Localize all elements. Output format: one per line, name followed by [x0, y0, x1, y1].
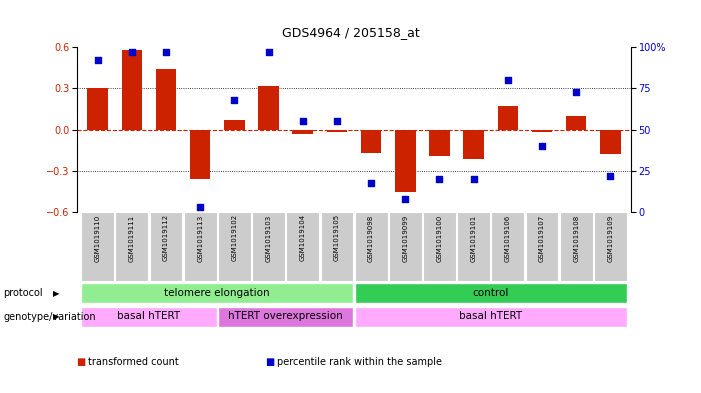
Point	[92, 57, 103, 64]
Text: control: control	[472, 288, 509, 298]
Text: GSM1019108: GSM1019108	[573, 214, 579, 261]
Bar	[81, 283, 353, 303]
Bar	[190, 130, 210, 179]
Bar	[88, 88, 108, 130]
Bar	[457, 212, 490, 281]
Point	[605, 173, 616, 179]
Point	[229, 97, 240, 103]
Bar	[491, 212, 524, 281]
Bar	[395, 130, 416, 191]
Text: GSM1019107: GSM1019107	[539, 214, 545, 261]
Point	[195, 204, 206, 210]
Text: GSM1019098: GSM1019098	[368, 214, 374, 261]
Text: ▶: ▶	[53, 289, 60, 298]
Text: GSM1019100: GSM1019100	[437, 214, 442, 261]
Bar	[526, 212, 559, 281]
Point	[571, 88, 582, 95]
Bar	[252, 212, 285, 281]
Point	[400, 196, 411, 202]
Bar	[121, 50, 142, 130]
Bar	[463, 130, 484, 158]
Text: GSM1019113: GSM1019113	[197, 214, 203, 261]
Text: telomere elongation: telomere elongation	[165, 288, 270, 298]
Text: ▶: ▶	[53, 312, 60, 321]
Point	[365, 179, 376, 185]
Bar	[532, 130, 552, 132]
Bar	[258, 86, 279, 130]
Bar	[423, 212, 456, 281]
Point	[468, 176, 479, 182]
Bar	[224, 120, 245, 130]
Text: protocol: protocol	[4, 288, 43, 298]
Bar	[320, 212, 353, 281]
Bar	[560, 212, 592, 281]
Bar	[355, 307, 627, 327]
Bar	[81, 307, 217, 327]
Text: ■: ■	[77, 356, 90, 367]
Text: percentile rank within the sample: percentile rank within the sample	[277, 356, 442, 367]
Point	[297, 118, 308, 125]
Bar	[361, 130, 381, 153]
Text: GSM1019101: GSM1019101	[470, 214, 477, 261]
Text: basal hTERT: basal hTERT	[459, 311, 522, 321]
Bar	[286, 212, 319, 281]
Text: GSM1019106: GSM1019106	[505, 214, 511, 261]
Text: GDS4964 / 205158_at: GDS4964 / 205158_at	[282, 26, 419, 39]
Point	[434, 176, 445, 182]
Bar	[218, 212, 251, 281]
Bar	[389, 212, 422, 281]
Bar	[594, 212, 627, 281]
Text: basal hTERT: basal hTERT	[117, 311, 180, 321]
Text: GSM1019099: GSM1019099	[402, 214, 408, 261]
Point	[536, 143, 547, 149]
Point	[502, 77, 513, 83]
Point	[126, 49, 137, 55]
Text: GSM1019104: GSM1019104	[300, 214, 306, 261]
Text: GSM1019110: GSM1019110	[95, 214, 101, 261]
Text: transformed count: transformed count	[88, 356, 178, 367]
Bar	[355, 212, 388, 281]
Text: GSM1019109: GSM1019109	[607, 214, 613, 261]
Text: GSM1019112: GSM1019112	[163, 214, 169, 261]
Point	[332, 118, 343, 125]
Text: genotype/variation: genotype/variation	[4, 312, 96, 322]
Bar	[327, 130, 347, 132]
Bar	[116, 212, 148, 281]
Bar	[149, 212, 182, 281]
Bar	[292, 130, 313, 134]
Bar	[355, 283, 627, 303]
Bar	[429, 130, 450, 156]
Bar	[600, 130, 620, 154]
Bar	[566, 116, 587, 130]
Point	[161, 49, 172, 55]
Text: GSM1019102: GSM1019102	[231, 214, 238, 261]
Bar	[498, 106, 518, 130]
Text: GSM1019103: GSM1019103	[266, 214, 271, 261]
Bar	[156, 69, 176, 130]
Text: hTERT overexpression: hTERT overexpression	[229, 311, 343, 321]
Bar	[184, 212, 217, 281]
Bar	[218, 307, 353, 327]
Text: ■: ■	[266, 356, 279, 367]
Point	[263, 49, 274, 55]
Text: GSM1019111: GSM1019111	[129, 214, 135, 261]
Bar	[81, 212, 114, 281]
Text: GSM1019105: GSM1019105	[334, 214, 340, 261]
